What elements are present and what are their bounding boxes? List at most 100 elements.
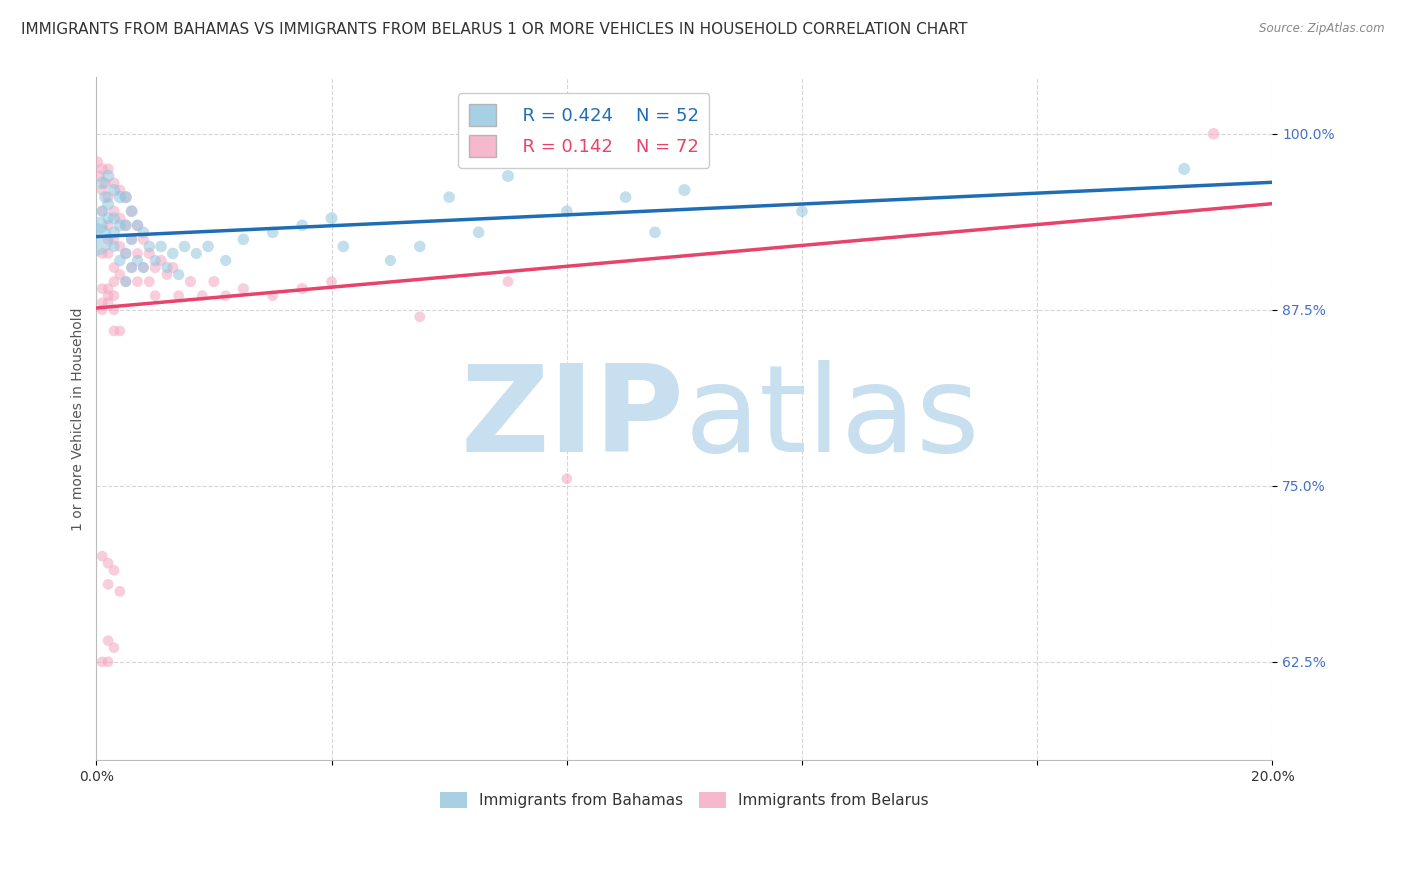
Point: [132, 225, 155, 239]
Point: [91, 302, 114, 317]
Point: [162, 246, 184, 260]
Point: [103, 302, 125, 317]
Point: [97, 219, 120, 233]
Point: [103, 260, 125, 275]
Point: [291, 282, 314, 296]
Point: [91, 183, 114, 197]
Point: [202, 275, 225, 289]
Point: [97, 190, 120, 204]
Point: [467, 225, 489, 239]
Point: [437, 190, 460, 204]
Point: [127, 253, 149, 268]
Point: [380, 253, 402, 268]
Point: [91, 246, 114, 260]
Point: [132, 260, 155, 275]
Point: [127, 219, 149, 233]
Point: [103, 183, 125, 197]
Point: [121, 260, 143, 275]
Point: [114, 246, 136, 260]
Point: [103, 211, 125, 226]
Point: [132, 260, 155, 275]
Point: [555, 204, 578, 219]
Point: [103, 289, 125, 303]
Point: [262, 289, 284, 303]
Point: [790, 204, 813, 219]
Point: [114, 219, 136, 233]
Point: [103, 324, 125, 338]
Point: [138, 275, 160, 289]
Point: [1173, 161, 1195, 176]
Point: [108, 584, 131, 599]
Point: [108, 190, 131, 204]
Point: [97, 556, 120, 570]
Point: [173, 239, 195, 253]
Point: [108, 268, 131, 282]
Point: [644, 225, 666, 239]
Text: Source: ZipAtlas.com: Source: ZipAtlas.com: [1260, 22, 1385, 36]
Point: [332, 239, 354, 253]
Point: [121, 260, 143, 275]
Point: [103, 239, 125, 253]
Point: [97, 246, 120, 260]
Point: [121, 232, 143, 246]
Point: [215, 253, 238, 268]
Point: [97, 169, 120, 183]
Point: [86, 232, 108, 246]
Point: [114, 219, 136, 233]
Point: [97, 161, 120, 176]
Point: [108, 324, 131, 338]
Point: [97, 295, 120, 310]
Point: [156, 268, 179, 282]
Point: [91, 161, 114, 176]
Point: [103, 176, 125, 190]
Point: [91, 204, 114, 219]
Point: [132, 232, 155, 246]
Point: [91, 204, 114, 219]
Point: [138, 246, 160, 260]
Text: atlas: atlas: [685, 360, 980, 477]
Point: [103, 232, 125, 246]
Point: [614, 190, 637, 204]
Point: [143, 289, 166, 303]
Point: [673, 183, 696, 197]
Point: [89, 219, 111, 233]
Point: [162, 260, 184, 275]
Text: ZIP: ZIP: [461, 360, 685, 477]
Point: [321, 275, 343, 289]
Point: [496, 275, 519, 289]
Point: [108, 219, 131, 233]
Point: [127, 275, 149, 289]
Point: [103, 225, 125, 239]
Point: [86, 155, 108, 169]
Legend: Immigrants from Bahamas, Immigrants from Belarus: Immigrants from Bahamas, Immigrants from…: [433, 786, 935, 814]
Point: [127, 219, 149, 233]
Point: [94, 190, 117, 204]
Point: [97, 282, 120, 296]
Point: [555, 472, 578, 486]
Point: [262, 225, 284, 239]
Text: IMMIGRANTS FROM BAHAMAS VS IMMIGRANTS FROM BELARUS 1 OR MORE VEHICLES IN HOUSEHO: IMMIGRANTS FROM BAHAMAS VS IMMIGRANTS FR…: [21, 22, 967, 37]
Point: [409, 239, 432, 253]
Point: [114, 246, 136, 260]
Point: [191, 289, 214, 303]
Point: [186, 246, 208, 260]
Point: [91, 295, 114, 310]
Point: [103, 204, 125, 219]
Point: [232, 232, 254, 246]
Point: [114, 275, 136, 289]
Point: [1202, 127, 1225, 141]
Point: [121, 204, 143, 219]
Point: [197, 239, 219, 253]
Point: [108, 253, 131, 268]
Point: [150, 239, 173, 253]
Point: [91, 549, 114, 564]
Point: [138, 239, 160, 253]
Point: [114, 190, 136, 204]
Point: [94, 176, 117, 190]
Point: [114, 275, 136, 289]
Point: [97, 197, 120, 211]
Point: [108, 211, 131, 226]
Point: [143, 253, 166, 268]
Point: [179, 275, 201, 289]
Point: [97, 289, 120, 303]
